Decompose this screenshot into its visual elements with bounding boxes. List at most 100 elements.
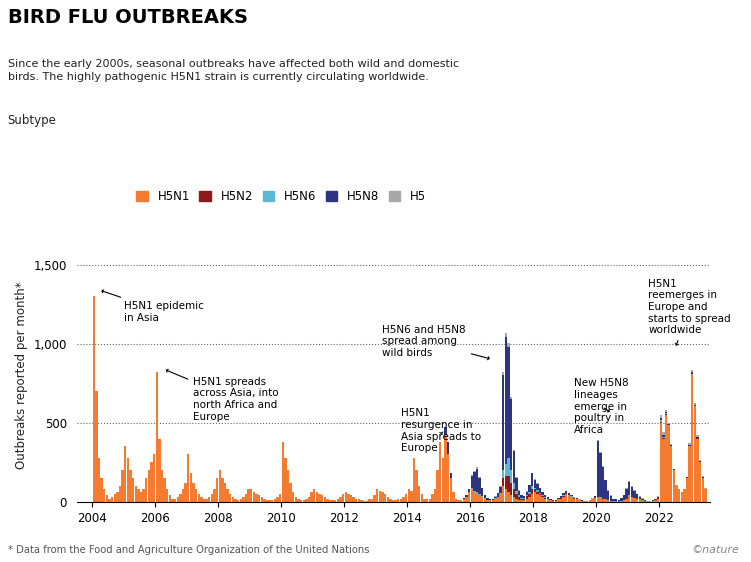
Bar: [250, 489, 252, 502]
Bar: [505, 337, 507, 464]
Bar: [119, 486, 121, 502]
Bar: [373, 496, 376, 502]
Bar: [683, 489, 686, 502]
Bar: [562, 497, 565, 502]
Bar: [394, 500, 397, 502]
Bar: [182, 489, 184, 502]
Bar: [466, 496, 468, 497]
Bar: [255, 494, 258, 502]
Bar: [489, 499, 491, 500]
Bar: [276, 497, 279, 502]
Bar: [526, 496, 528, 498]
Bar: [673, 470, 675, 502]
Bar: [510, 397, 512, 399]
Bar: [694, 405, 696, 406]
Bar: [447, 442, 449, 454]
Bar: [507, 492, 510, 502]
Bar: [376, 489, 379, 502]
Bar: [329, 500, 331, 502]
Bar: [668, 423, 670, 424]
Bar: [533, 479, 536, 488]
Bar: [612, 498, 615, 501]
Bar: [533, 492, 536, 502]
Bar: [487, 500, 489, 502]
Bar: [533, 488, 536, 489]
Bar: [434, 489, 436, 502]
Bar: [203, 498, 205, 502]
Bar: [591, 500, 594, 502]
Bar: [670, 446, 672, 502]
Bar: [219, 470, 221, 502]
Bar: [523, 496, 526, 498]
Bar: [544, 498, 547, 502]
Bar: [544, 495, 547, 497]
Bar: [528, 492, 531, 494]
Bar: [691, 375, 693, 502]
Bar: [208, 497, 210, 502]
Bar: [489, 500, 491, 502]
Bar: [478, 478, 481, 494]
Bar: [499, 486, 502, 487]
Bar: [324, 497, 326, 502]
Bar: [226, 489, 229, 502]
Bar: [623, 500, 625, 502]
Bar: [116, 492, 119, 502]
Bar: [492, 499, 494, 500]
Bar: [200, 497, 203, 502]
Bar: [638, 500, 641, 502]
Bar: [368, 500, 370, 502]
Bar: [659, 418, 662, 420]
Bar: [210, 494, 213, 502]
Bar: [586, 501, 589, 502]
Bar: [512, 497, 515, 502]
Bar: [507, 347, 510, 457]
Bar: [528, 494, 531, 497]
Bar: [610, 496, 612, 500]
Bar: [505, 477, 507, 489]
Bar: [538, 493, 541, 494]
Bar: [387, 497, 389, 502]
Bar: [357, 500, 360, 502]
Bar: [471, 489, 473, 502]
Bar: [379, 491, 381, 502]
Bar: [284, 457, 287, 502]
Bar: [638, 497, 641, 499]
Bar: [450, 478, 452, 502]
Bar: [245, 494, 247, 502]
Bar: [633, 491, 635, 497]
Bar: [659, 422, 662, 423]
Bar: [360, 500, 363, 502]
Bar: [492, 500, 494, 502]
Bar: [468, 489, 470, 492]
Bar: [552, 501, 554, 502]
Bar: [499, 487, 502, 493]
Bar: [403, 497, 405, 502]
Bar: [694, 403, 696, 405]
Bar: [531, 494, 533, 502]
Bar: [310, 492, 313, 502]
Bar: [665, 415, 667, 502]
Bar: [140, 492, 142, 502]
Text: H5N1 epidemic
in Asia: H5N1 epidemic in Asia: [102, 290, 204, 323]
Bar: [562, 493, 565, 496]
Bar: [668, 426, 670, 502]
Bar: [549, 499, 552, 500]
Bar: [132, 478, 134, 502]
Bar: [397, 500, 400, 502]
Bar: [347, 494, 349, 502]
Bar: [445, 428, 447, 436]
Bar: [565, 493, 568, 494]
Bar: [122, 470, 124, 502]
Bar: [626, 488, 628, 489]
Bar: [484, 495, 486, 498]
Bar: [355, 498, 357, 502]
Bar: [512, 483, 515, 489]
Bar: [628, 481, 630, 482]
Bar: [573, 497, 575, 498]
Bar: [439, 442, 442, 502]
Bar: [599, 452, 602, 453]
Bar: [641, 500, 644, 502]
Bar: [510, 399, 512, 470]
Bar: [610, 501, 612, 502]
Bar: [271, 500, 273, 502]
